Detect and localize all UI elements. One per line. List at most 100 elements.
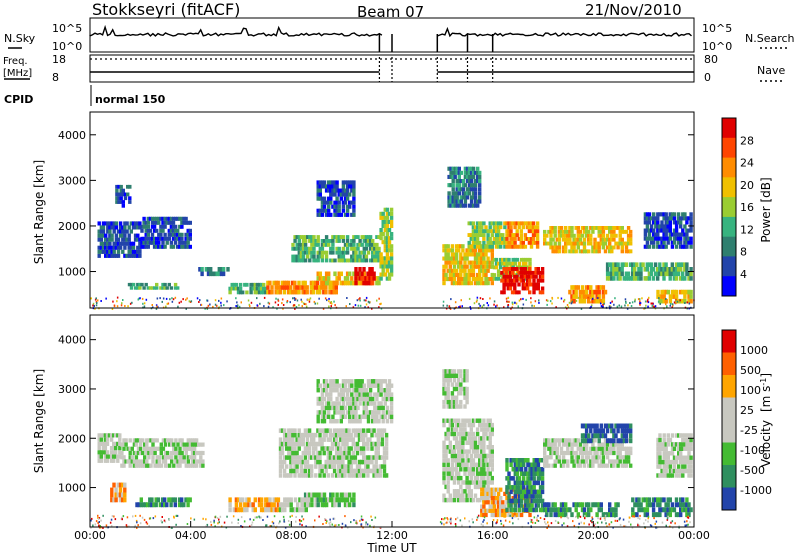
- heatmap-cell: [150, 240, 155, 245]
- heatmap-cell: [597, 229, 601, 234]
- heatmap-cell: [603, 446, 608, 451]
- heatmap-cell: [510, 282, 515, 287]
- heatmap-cell: [358, 267, 362, 272]
- heatmap-cell: [335, 276, 339, 281]
- heatmap-cell: [379, 405, 383, 411]
- heatmap-cell: [452, 395, 457, 400]
- heatmap-cell: [188, 455, 193, 460]
- heatmap-cell: [652, 228, 656, 233]
- heatmap-cell: [652, 240, 656, 245]
- heatmap-cell: [101, 450, 106, 455]
- heatmap-cell: [335, 208, 339, 213]
- heatmap-cell: [679, 220, 683, 225]
- heatmap-cell: [591, 442, 595, 447]
- heatmap-cell: [605, 237, 610, 242]
- heatmap-cell: [529, 244, 534, 249]
- heatmap-cell: [310, 464, 314, 469]
- heatmap-cell: [459, 256, 463, 261]
- heatmap-cell: [447, 195, 451, 200]
- heatmap-cell: [182, 244, 186, 249]
- heatmap-cell: [473, 187, 478, 192]
- heatmap-cell: [131, 221, 136, 226]
- heatmap-cell: [301, 280, 305, 286]
- heatmap-cell: [486, 264, 490, 269]
- heatmap-cell: [649, 502, 654, 508]
- heatmap-cell: [593, 423, 597, 429]
- heatmap-cell: [524, 494, 528, 499]
- heatmap-cell: [348, 379, 352, 384]
- heatmap-cell: [625, 300, 627, 303]
- heatmap-cell: [352, 401, 356, 406]
- heatmap-cell: [475, 445, 480, 450]
- heatmap-cell: [523, 270, 528, 275]
- heatmap-cell: [564, 245, 568, 250]
- heatmap-cell: [379, 211, 383, 216]
- heatmap-cell: [618, 442, 622, 447]
- heatmap-cell: [366, 271, 370, 277]
- nsky-label: N.Sky: [4, 32, 36, 45]
- heatmap-cell: [450, 248, 455, 253]
- heatmap-cell: [324, 184, 329, 189]
- heatmap-cell: [345, 455, 349, 460]
- heatmap-cell: [482, 496, 486, 501]
- heatmap-cell: [312, 432, 316, 438]
- heatmap-cell: [331, 239, 335, 243]
- heatmap-cell: [199, 442, 203, 447]
- heatmap-cell: [282, 468, 287, 474]
- heatmap-cell: [360, 250, 364, 255]
- heatmap-cell: [513, 274, 517, 279]
- heatmap-cell: [566, 438, 570, 443]
- heatmap-cell: [110, 233, 114, 238]
- heatmap-cell: [674, 459, 679, 465]
- heatmap-cell: [374, 464, 378, 469]
- heatmap-cell: [467, 471, 471, 476]
- heatmap-cell: [492, 273, 497, 277]
- heatmap-cell: [371, 250, 375, 255]
- heatmap-cell: [482, 491, 486, 496]
- heatmap-cell: [519, 237, 523, 241]
- heatmap-cell: [649, 267, 654, 272]
- heatmap-cell: [329, 258, 333, 263]
- heatmap-cell: [228, 497, 232, 503]
- heatmap-cell: [517, 512, 522, 518]
- heatmap-cell: [674, 220, 679, 225]
- heatmap-cell: [480, 512, 484, 518]
- heatmap-cell: [305, 285, 309, 290]
- heatmap-cell: [375, 276, 379, 281]
- heatmap-cell: [471, 471, 476, 476]
- heatmap-cell: [318, 192, 322, 197]
- heatmap-cell: [334, 437, 339, 442]
- heatmap-cell: [593, 249, 597, 254]
- heatmap-cell: [584, 438, 589, 444]
- heatmap-cell: [476, 166, 480, 171]
- heatmap-cell: [572, 450, 576, 456]
- heatmap-cell: [616, 442, 620, 447]
- heatmap-cell: [482, 431, 486, 437]
- heatmap-cell: [345, 276, 350, 281]
- heatmap-cell: [574, 507, 578, 513]
- heatmap-cell: [129, 253, 133, 258]
- heatmap-cell: [687, 507, 691, 513]
- heatmap-cell: [331, 204, 335, 209]
- heatmap-cell: [645, 304, 647, 307]
- heatmap-cell: [372, 473, 376, 478]
- heatmap-cell: [508, 267, 513, 271]
- heatmap-cell: [625, 301, 627, 304]
- heatmap-cell: [349, 473, 353, 478]
- heatmap-cell: [385, 252, 390, 257]
- heatmap-cell: [547, 299, 549, 302]
- heatmap-cell: [190, 450, 195, 456]
- heatmap-cell: [622, 241, 627, 246]
- heatmap-cell: [278, 455, 283, 460]
- heatmap-cell: [358, 401, 362, 406]
- heatmap-cell: [629, 428, 633, 434]
- heatmap-cell: [490, 264, 494, 269]
- heatmap-cell: [450, 298, 452, 301]
- heatmap-cell: [333, 388, 337, 393]
- heatmap-cell: [301, 250, 306, 255]
- heatmap-cell: [559, 446, 564, 451]
- heatmap-cell: [475, 252, 480, 257]
- heatmap-cell: [593, 298, 597, 304]
- heatmap-cell: [320, 242, 325, 247]
- heatmap-cell: [339, 392, 343, 397]
